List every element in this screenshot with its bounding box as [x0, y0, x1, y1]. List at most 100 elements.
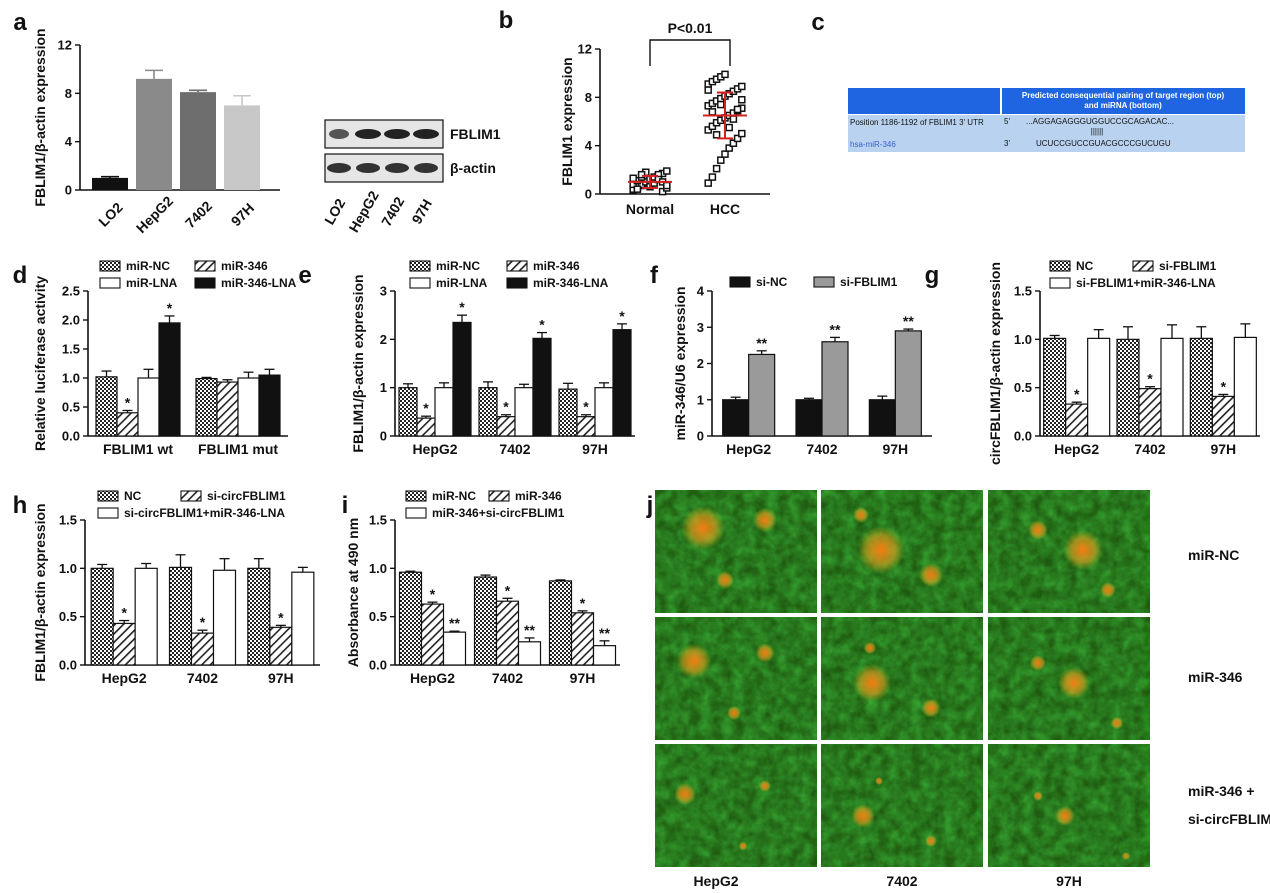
blot-band — [329, 129, 349, 139]
legend-swatch — [180, 490, 202, 502]
significance-star: * — [503, 399, 509, 415]
legend-swatch — [97, 507, 119, 519]
significance-star: * — [430, 586, 436, 602]
legend-label: miR-346 — [221, 259, 268, 273]
scatter-point — [729, 139, 738, 147]
scatter-point — [721, 70, 729, 79]
y-tick-label: 0 — [697, 429, 704, 444]
x-tick-label: 7402 — [499, 441, 530, 457]
significance-star: ** — [524, 622, 535, 638]
micrograph-col-label: HepG2 — [693, 873, 738, 889]
bar — [452, 321, 472, 437]
significance-star: * — [539, 317, 545, 333]
micrograph-texture — [655, 744, 817, 867]
scatter-point — [712, 131, 721, 139]
bar — [137, 377, 160, 437]
x-tick-label: 7402 — [492, 670, 523, 686]
significance-star: * — [200, 614, 206, 630]
bar — [224, 105, 260, 190]
table-header-text: Predicted consequential pairing of targe… — [1022, 91, 1225, 100]
micrograph-signal — [1030, 655, 1046, 671]
bar — [180, 92, 216, 190]
scatter-point — [637, 170, 646, 179]
legend-label: miR-NC — [436, 259, 480, 273]
micrograph-signal — [726, 705, 742, 721]
x-tick-label: 7402 — [182, 198, 215, 231]
x-tick-label: FBLIM1 mut — [198, 441, 278, 457]
scatter-point — [729, 115, 738, 123]
micrograph-signal — [1033, 791, 1043, 801]
x-tick-label: Normal — [626, 201, 674, 217]
legend-label: miR-346-LNA — [221, 276, 297, 290]
y-tick-label: 0 — [380, 429, 387, 444]
y-tick-label: 1.0 — [369, 561, 387, 576]
table-row-label: hsa-miR-346 — [850, 140, 896, 149]
x-tick-label: 7402 — [1134, 441, 1165, 457]
blot-band — [414, 163, 438, 173]
y-tick-label: 1.5 — [369, 513, 387, 528]
y-axis-label: Relative luciferase activity — [32, 276, 48, 451]
micrograph-signal — [1058, 667, 1090, 699]
bar — [216, 381, 239, 437]
y-tick-label: 1 — [380, 380, 387, 395]
table-header-left — [848, 88, 1000, 114]
panel-letter: h — [13, 492, 28, 519]
legend-swatch — [405, 490, 427, 502]
significance-star: * — [278, 609, 284, 625]
bar — [576, 416, 596, 437]
y-tick-label: 0.0 — [62, 429, 80, 444]
y-tick-label: 8 — [65, 86, 72, 101]
bar — [495, 600, 520, 666]
legend-label: si-NC — [756, 275, 788, 289]
blot-lane-label: HepG2 — [345, 188, 382, 235]
micrograph-signal — [716, 571, 734, 589]
legend-label: NC — [124, 489, 142, 503]
blot-band — [413, 129, 439, 139]
y-tick-label: 2 — [697, 356, 704, 371]
y-tick-label: 1.0 — [1014, 332, 1032, 347]
significance-star: * — [459, 299, 465, 315]
legend-swatch — [194, 277, 216, 289]
x-tick-label: HepG2 — [133, 193, 176, 236]
significance-star: * — [619, 308, 625, 324]
bar — [748, 353, 776, 437]
table-sequence: ...AGGAGAGGGUGGUCCGCAGACAC... — [1026, 117, 1174, 126]
micrograph-signal — [1110, 716, 1124, 730]
micrograph-col-label: 7402 — [886, 873, 917, 889]
y-axis-label: FBLIM1 expression — [559, 57, 575, 185]
y-tick-label: 0.5 — [59, 609, 77, 624]
bar — [514, 387, 534, 437]
scatter-point — [663, 181, 671, 190]
micrograph-texture — [655, 490, 817, 613]
x-tick-label: HepG2 — [412, 441, 457, 457]
table-header-text: and miRNA (bottom) — [1084, 101, 1162, 110]
bar — [1211, 395, 1235, 437]
scatter-point — [717, 100, 725, 109]
table-pairing: |||||| — [1091, 127, 1103, 136]
micrograph-signal — [852, 663, 892, 703]
chart-panel-e: 0 1 2 3 FBLIM1/β-actin expression * * HepG2 * * 74… — [350, 259, 635, 457]
legend-label: NC — [1076, 259, 1094, 273]
bar — [442, 631, 467, 666]
scatter-point — [738, 82, 746, 91]
table-row-label: Position 1186-1192 of FBLIM1 3' UTR — [850, 118, 984, 127]
micrograph-texture — [821, 617, 983, 740]
legend-swatch — [1049, 260, 1071, 272]
bar — [398, 387, 418, 437]
significance-star: * — [423, 400, 429, 416]
bar — [420, 603, 445, 666]
micrograph-row-label: miR-NC — [1188, 547, 1239, 563]
significance-star: * — [1221, 378, 1227, 394]
y-axis-label: FBLIM1/β-actin expression — [350, 274, 366, 452]
micrograph-signal — [863, 641, 877, 655]
chart-panel-d: 0.0 0.5 1.0 1.5 2.0 2.5 Relative luciferase ac… — [32, 259, 297, 457]
bar — [473, 576, 498, 666]
y-tick-label: 4 — [585, 138, 593, 153]
micrograph-texture — [988, 744, 1150, 867]
bar — [158, 322, 181, 437]
blot-band — [356, 163, 380, 173]
micrograph-signal — [1122, 852, 1130, 860]
y-tick-label: 1.5 — [59, 513, 77, 528]
